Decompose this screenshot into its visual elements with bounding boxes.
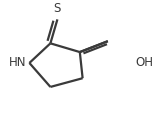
Text: S: S [54,2,61,15]
Text: HN: HN [9,57,27,69]
Text: OH: OH [136,57,154,69]
